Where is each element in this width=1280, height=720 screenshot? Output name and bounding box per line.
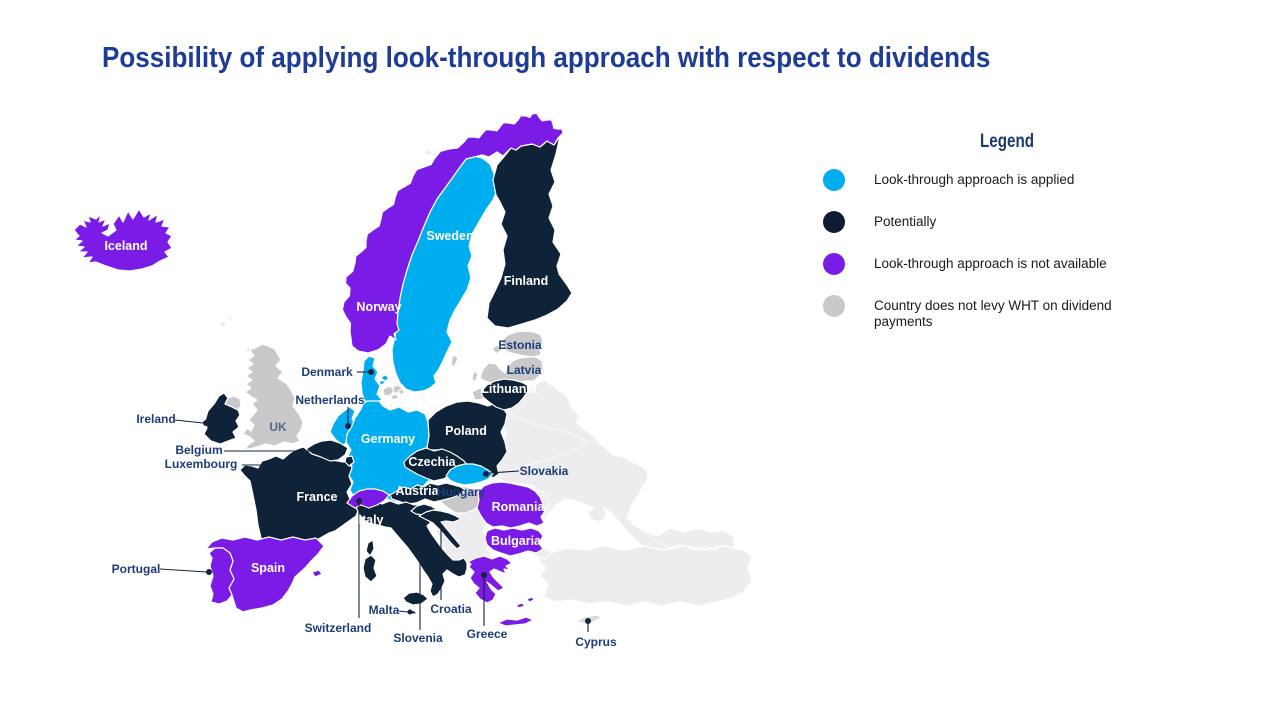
svg-text:Malta: Malta — [369, 603, 400, 617]
svg-text:Austria: Austria — [395, 484, 439, 498]
svg-text:Romania: Romania — [492, 500, 546, 514]
svg-text:Norway: Norway — [356, 300, 401, 314]
svg-text:Hungary: Hungary — [437, 485, 486, 499]
svg-text:Denmark: Denmark — [301, 365, 353, 379]
svg-text:Slovakia: Slovakia — [520, 464, 569, 478]
svg-text:Iceland: Iceland — [104, 239, 147, 253]
svg-text:Lithuania: Lithuania — [481, 382, 538, 396]
svg-text:Greece: Greece — [467, 627, 508, 641]
svg-text:Belgium: Belgium — [175, 443, 222, 457]
svg-text:Finland: Finland — [504, 274, 548, 288]
svg-text:Ireland: Ireland — [136, 412, 175, 426]
svg-text:France: France — [297, 490, 338, 504]
svg-text:Cyprus: Cyprus — [575, 635, 617, 649]
svg-text:Spain: Spain — [251, 561, 285, 575]
svg-text:Latvia: Latvia — [507, 363, 542, 377]
svg-text:Portugal: Portugal — [112, 562, 161, 576]
svg-text:Sweden: Sweden — [426, 229, 473, 243]
svg-text:Luxembourg: Luxembourg — [165, 457, 238, 471]
svg-text:Netherlands: Netherlands — [295, 393, 365, 407]
svg-text:Poland: Poland — [445, 424, 487, 438]
svg-text:Slovenia: Slovenia — [393, 631, 443, 645]
svg-text:Croatia: Croatia — [430, 602, 472, 616]
svg-text:Germany: Germany — [361, 432, 415, 446]
svg-text:Switzerland: Switzerland — [305, 621, 372, 635]
svg-text:UK: UK — [269, 420, 287, 434]
svg-text:Czechia: Czechia — [408, 455, 456, 469]
svg-text:Bulgaria: Bulgaria — [491, 534, 542, 548]
svg-text:Italy: Italy — [358, 513, 383, 527]
svg-text:Estonia: Estonia — [498, 338, 542, 352]
